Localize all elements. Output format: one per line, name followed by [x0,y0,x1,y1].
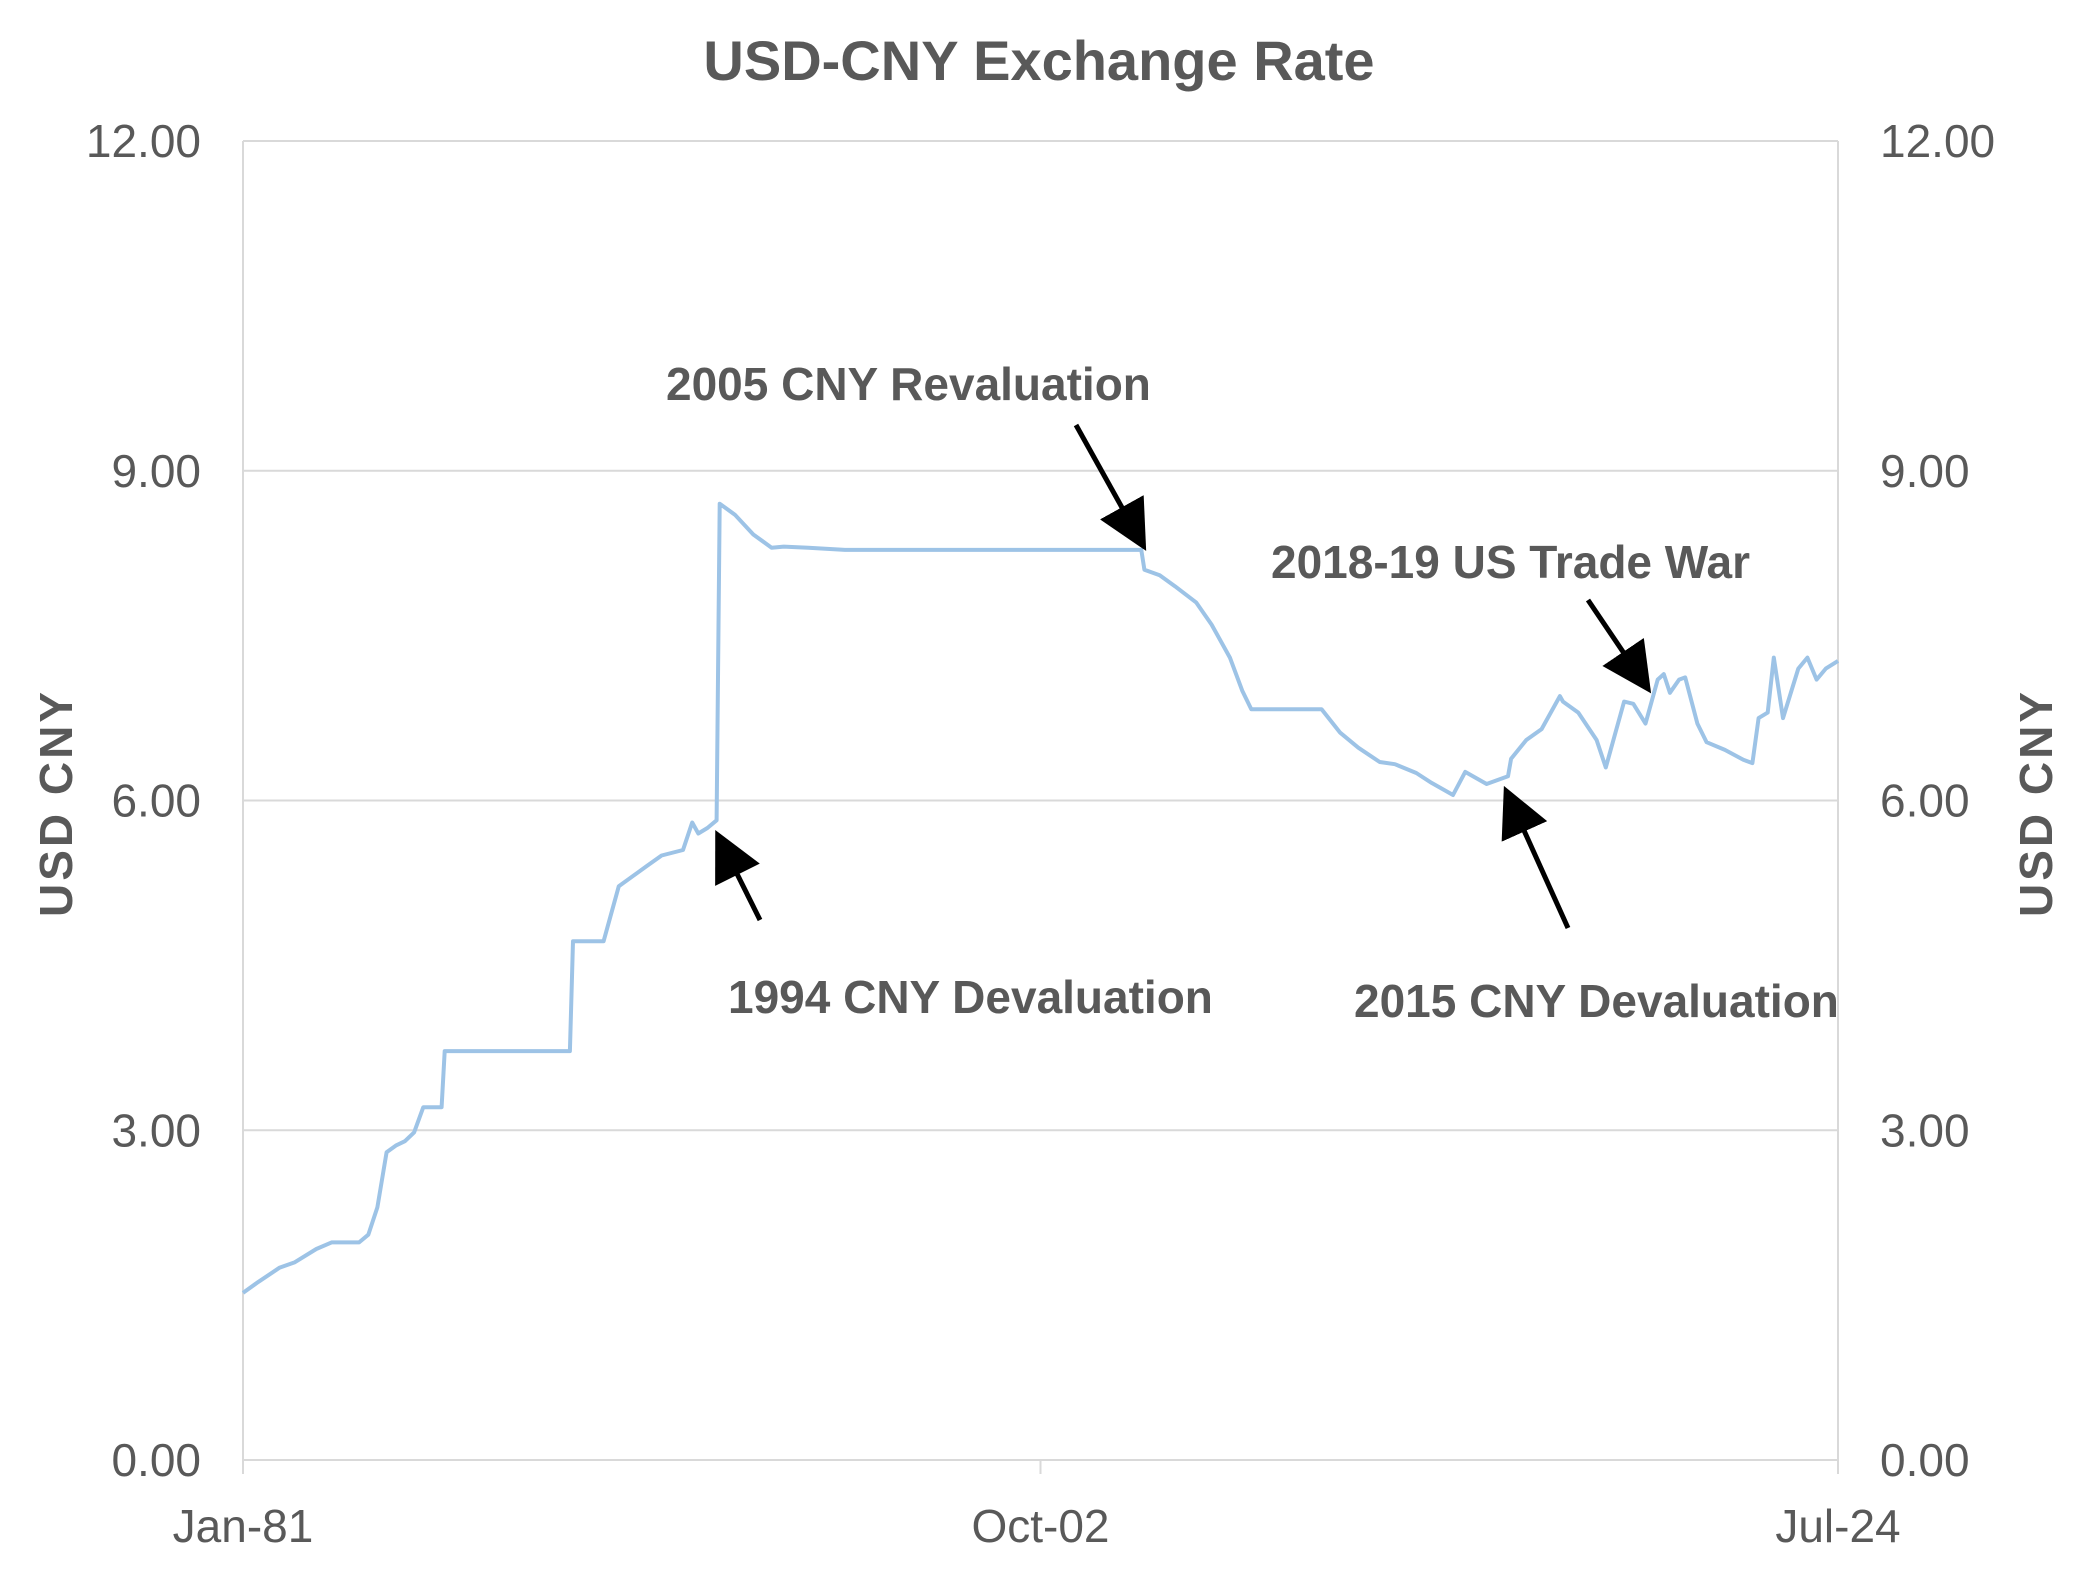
x-tick-label: Jan-81 [173,1500,314,1552]
annotation-2005-revaluation-arrow [1073,423,1147,551]
x-axis-ticks: Jan-81 Oct-02 Jul-24 [173,1460,1901,1552]
annotation-2015-devaluation: 2015 CNY Devaluation [1354,975,1839,1027]
y-tick-label-right: 12.00 [1880,115,1995,167]
y-tick-label-right: 6.00 [1880,775,1970,827]
annotations: 2005 CNY Revaluation 2018-19 US Trade Wa… [666,358,1839,1027]
y-tick-label-left: 0.00 [111,1434,201,1486]
y-tick-label-left: 6.00 [111,775,201,827]
gridlines [243,140,1838,1132]
x-tick-label: Oct-02 [971,1500,1109,1552]
y-tick-label-left: 12.00 [86,115,201,167]
annotation-2015-devaluation-arrow [1501,785,1571,930]
annotation-2018-19-trade-war: 2018-19 US Trade War [1271,536,1750,588]
y-tick-label-right: 3.00 [1880,1104,1970,1156]
y-axis-left-title: USD CNY [30,689,82,917]
y-tick-label-left: 9.00 [111,445,201,497]
annotation-2005-revaluation: 2005 CNY Revaluation [666,358,1151,410]
annotation-2018-19-trade-war-arrow [1585,598,1652,694]
series-group [241,501,1840,1295]
y-tick-label-left: 3.00 [111,1104,201,1156]
series-line [241,501,1840,1295]
annotation-1994-devaluation-arrow [715,830,763,922]
y-tick-label-right: 0.00 [1880,1434,1970,1486]
y-axis-right-ticks: 0.00 3.00 6.00 9.00 12.00 [1880,115,1995,1486]
y-tick-label-right: 9.00 [1880,445,1970,497]
chart-title: USD-CNY Exchange Rate [703,29,1374,92]
x-tick-label: Jul-24 [1775,1500,1900,1552]
annotation-1994-devaluation: 1994 CNY Devaluation [728,971,1213,1023]
y-axis-right-title: USD CNY [2010,689,2062,917]
y-axis-left-ticks: 0.00 3.00 6.00 9.00 12.00 [86,115,201,1486]
